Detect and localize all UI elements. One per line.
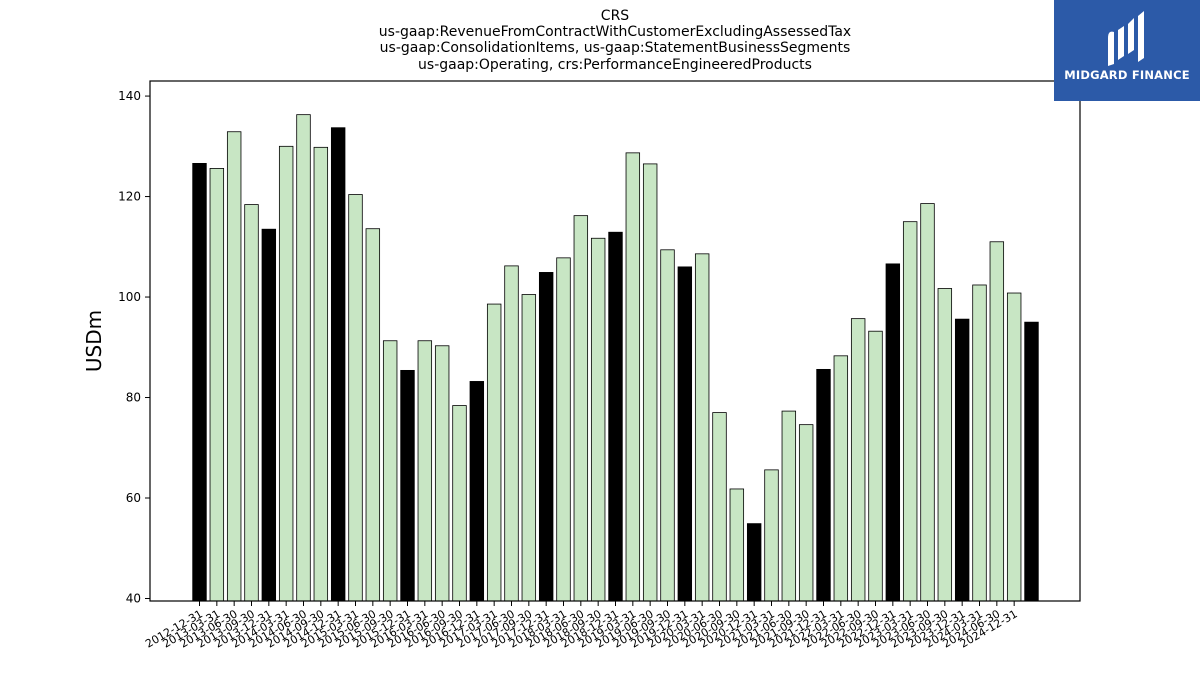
title-line-2: us-gaap:RevenueFromContractWithCustomerE… — [379, 24, 851, 40]
bar-41 — [885, 263, 901, 602]
bar-30 — [694, 253, 710, 602]
bar-14 — [417, 340, 433, 602]
bar-18 — [486, 303, 502, 602]
bar-33 — [746, 523, 762, 602]
logo-text: MIDGARD FINANCE — [1064, 68, 1190, 82]
title-line-1: CRS — [601, 8, 630, 24]
bar-48 — [1006, 292, 1022, 602]
title-line-3: us-gaap:ConsolidationItems, us-gaap:Stat… — [380, 40, 851, 56]
midgard-finance-logo: MIDGARD FINANCE — [1054, 0, 1200, 101]
y-tick-label-1: 40 — [126, 591, 141, 605]
bar-17 — [469, 381, 485, 602]
bar-22 — [556, 257, 571, 602]
bar-8 — [313, 146, 329, 602]
bar-23 — [573, 215, 589, 602]
bar-49 — [1024, 321, 1039, 602]
x-axis: 2012-12-312013-03-312013-06-302013-09-30… — [143, 601, 1020, 651]
bar-5 — [261, 228, 277, 602]
bar-43 — [920, 203, 935, 602]
bar-11 — [365, 228, 381, 602]
bar-26 — [625, 152, 641, 602]
y-axis-label: USDm — [82, 310, 106, 372]
bar-46 — [972, 284, 987, 602]
title-line-4: us-gaap:Operating, crs:PerformanceEngine… — [418, 57, 812, 73]
logo-mark-icon — [1108, 11, 1144, 67]
bar-45 — [954, 318, 970, 602]
bar-24 — [590, 237, 606, 602]
bar-7 — [296, 114, 311, 602]
bar-9 — [330, 127, 346, 602]
bar-37 — [816, 368, 831, 602]
bar-25 — [608, 231, 623, 602]
bar-42 — [902, 221, 918, 602]
y-tick-label-3: 80 — [126, 391, 141, 405]
bar-19 — [504, 265, 519, 602]
bar-15 — [434, 345, 450, 602]
bars-layer — [192, 114, 1039, 602]
y-tick-label-6: 140 — [118, 89, 141, 103]
bar-27 — [642, 163, 658, 602]
bar-38 — [833, 355, 849, 602]
bar-13 — [400, 369, 415, 602]
bar-34 — [764, 469, 779, 602]
y-tick-label-2: 60 — [126, 491, 141, 505]
y-tick-label-5: 120 — [118, 190, 141, 204]
bar-29 — [677, 266, 693, 602]
bar-2 — [209, 168, 225, 602]
bar-35 — [781, 410, 797, 602]
bar-21 — [538, 272, 554, 602]
bar-36 — [798, 424, 814, 602]
bar-1 — [192, 162, 207, 602]
bar-4 — [244, 204, 259, 602]
y-tick-label-4: 100 — [118, 290, 141, 304]
bar-20 — [521, 294, 537, 602]
bar-39 — [850, 318, 866, 602]
bar-47 — [989, 241, 1005, 602]
bar-40 — [868, 330, 883, 602]
bar-12 — [382, 340, 398, 602]
bar-28 — [660, 249, 675, 602]
bar-31 — [712, 412, 727, 602]
y-axis: 40 60 80 100 120 140 — [118, 89, 150, 605]
bar-3 — [226, 131, 242, 602]
chart-title: CRS us-gaap:RevenueFromContractWithCusto… — [379, 8, 851, 73]
bar-16 — [452, 405, 467, 602]
bar-44 — [937, 288, 953, 602]
bar-32 — [729, 488, 745, 602]
bar-10 — [348, 194, 363, 602]
bar-6 — [278, 145, 294, 602]
